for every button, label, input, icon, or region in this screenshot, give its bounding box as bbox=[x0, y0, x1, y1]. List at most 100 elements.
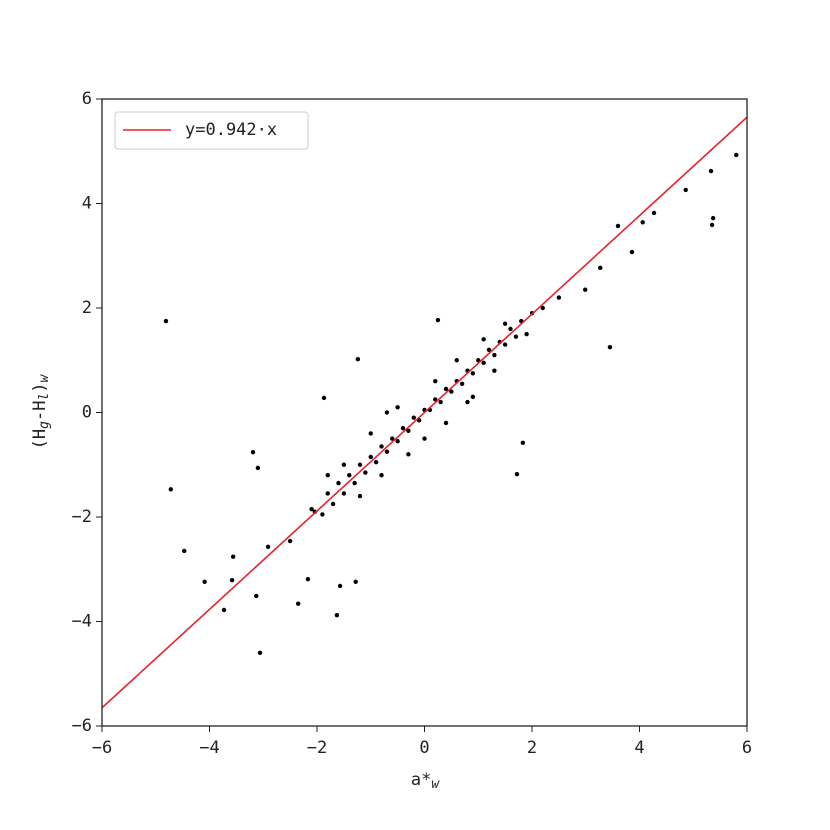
point bbox=[508, 326, 513, 332]
point bbox=[395, 439, 400, 444]
point bbox=[254, 593, 259, 599]
point bbox=[168, 487, 173, 492]
point bbox=[347, 473, 352, 478]
point bbox=[309, 506, 314, 512]
point bbox=[598, 265, 603, 270]
point bbox=[257, 650, 263, 656]
y-tick-label: 0 bbox=[82, 403, 92, 423]
point bbox=[435, 317, 441, 323]
point bbox=[230, 554, 236, 559]
point bbox=[287, 538, 293, 544]
point bbox=[373, 459, 379, 465]
point bbox=[334, 613, 340, 618]
point bbox=[352, 480, 357, 486]
point bbox=[470, 394, 476, 400]
point bbox=[255, 465, 261, 471]
x-tick-label: 0 bbox=[419, 738, 429, 758]
point bbox=[384, 449, 390, 454]
point bbox=[368, 454, 373, 460]
point bbox=[395, 405, 400, 410]
point bbox=[379, 473, 384, 478]
point bbox=[615, 223, 621, 229]
y-tick-label: −2 bbox=[72, 507, 92, 527]
point bbox=[465, 399, 470, 405]
y-tick-label: −6 bbox=[72, 716, 92, 736]
point bbox=[182, 548, 187, 554]
point bbox=[438, 399, 443, 405]
x-tick-label: −6 bbox=[92, 738, 112, 758]
x-tick-label: 2 bbox=[527, 738, 537, 758]
point bbox=[368, 431, 373, 436]
point bbox=[163, 318, 169, 324]
point bbox=[583, 287, 588, 292]
y-tick-label: 2 bbox=[82, 298, 92, 318]
point bbox=[325, 491, 330, 496]
point bbox=[295, 601, 301, 606]
point bbox=[651, 210, 657, 216]
x-tick-label: −4 bbox=[199, 738, 219, 758]
point bbox=[355, 357, 361, 362]
point bbox=[708, 168, 714, 174]
y-tick-label: 4 bbox=[82, 194, 92, 214]
point bbox=[607, 344, 613, 350]
point bbox=[341, 462, 347, 467]
point bbox=[265, 544, 271, 549]
plot-area bbox=[101, 116, 748, 709]
point bbox=[556, 295, 562, 300]
point bbox=[321, 395, 327, 401]
point bbox=[305, 576, 311, 582]
point bbox=[449, 389, 454, 394]
point bbox=[229, 578, 235, 583]
point bbox=[502, 321, 508, 326]
point bbox=[357, 462, 363, 467]
y-tick-label: 6 bbox=[82, 89, 92, 109]
point bbox=[443, 386, 449, 392]
x-tick-label: −2 bbox=[307, 738, 327, 758]
point bbox=[454, 358, 459, 363]
point bbox=[384, 410, 390, 415]
point bbox=[524, 331, 529, 337]
point bbox=[353, 579, 358, 584]
point bbox=[221, 607, 227, 613]
point bbox=[734, 152, 739, 158]
point bbox=[710, 215, 716, 221]
point bbox=[481, 360, 486, 366]
point bbox=[486, 347, 492, 352]
legend-label: y=0.942·x bbox=[185, 120, 277, 140]
point bbox=[481, 337, 486, 342]
legend-box bbox=[114, 111, 309, 150]
point bbox=[433, 397, 438, 402]
point bbox=[337, 583, 343, 589]
point bbox=[411, 415, 416, 420]
point bbox=[406, 428, 411, 433]
x-tick-label: 4 bbox=[634, 738, 644, 758]
point bbox=[629, 249, 635, 255]
point bbox=[502, 342, 508, 347]
point bbox=[640, 220, 645, 225]
x-tick-label: 6 bbox=[742, 738, 752, 758]
point bbox=[406, 452, 411, 457]
point bbox=[341, 491, 347, 496]
point bbox=[336, 480, 341, 486]
point bbox=[683, 187, 688, 193]
point bbox=[513, 334, 519, 339]
point bbox=[330, 501, 336, 507]
fit-line bbox=[101, 116, 748, 709]
point bbox=[357, 493, 363, 499]
point bbox=[325, 473, 330, 478]
point bbox=[709, 222, 715, 228]
point bbox=[433, 378, 438, 384]
point bbox=[492, 368, 497, 373]
x-axis-label: a*w bbox=[411, 770, 440, 792]
point bbox=[459, 381, 465, 386]
point bbox=[390, 436, 395, 441]
y-axis-label: (Hg-Hl)w bbox=[30, 373, 52, 449]
point bbox=[443, 420, 449, 426]
point bbox=[492, 352, 497, 358]
point bbox=[540, 305, 545, 311]
point bbox=[470, 371, 476, 376]
point bbox=[520, 440, 526, 446]
point bbox=[422, 436, 427, 441]
point bbox=[250, 450, 256, 455]
